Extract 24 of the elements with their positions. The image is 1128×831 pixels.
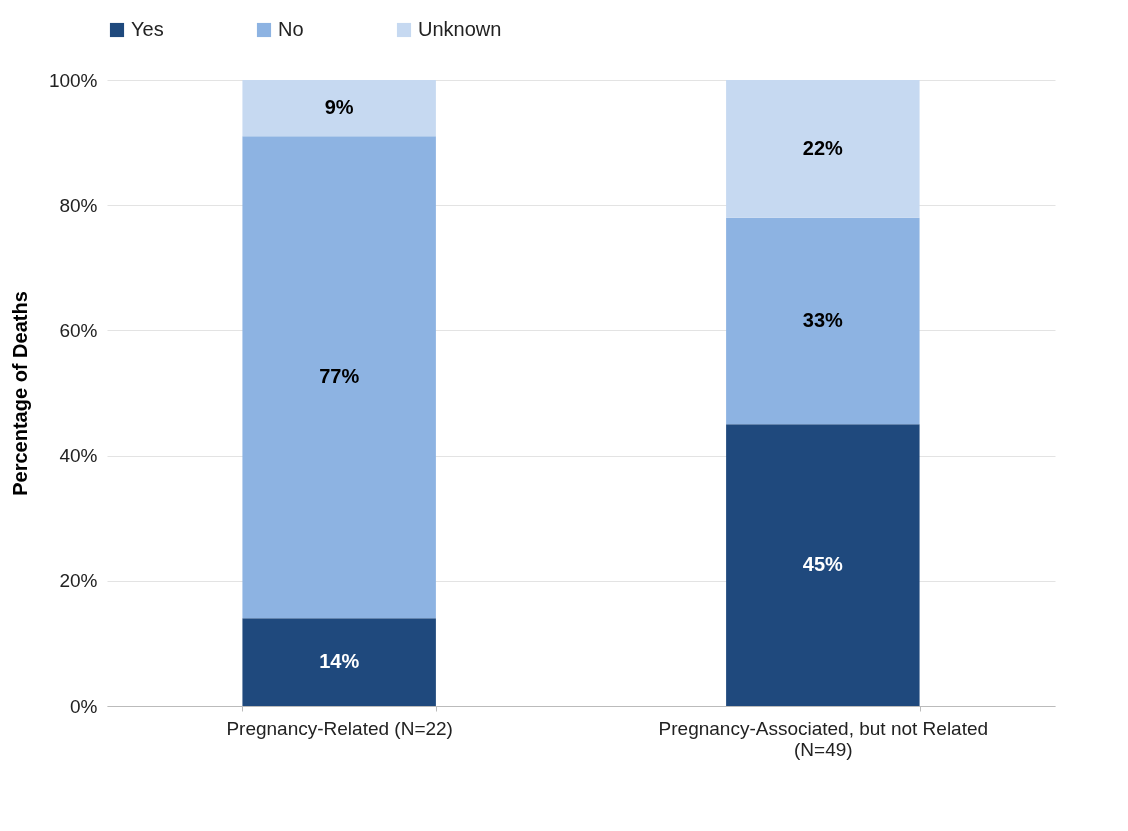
legend-label: Yes (131, 18, 164, 40)
data-label: 33% (802, 309, 844, 332)
bar (242, 136, 436, 619)
y-tick-label: 80% (59, 194, 98, 216)
bar (242, 80, 436, 137)
legend-label: Unknown (418, 18, 502, 40)
y-tick-label: 40% (59, 445, 98, 467)
x-tick-label: Pregnancy-Associated, but not Related (N=49) (658, 717, 989, 760)
bar (726, 424, 920, 706)
bar (726, 80, 920, 218)
x-tick-label: Pregnancy-Related (N=22) (226, 717, 453, 739)
data-label: 77% (319, 365, 360, 388)
bar (242, 618, 436, 706)
bar (726, 217, 920, 425)
y-tick-label: 60% (59, 319, 98, 341)
data-label: 45% (802, 553, 844, 576)
y-tick-label: 100% (48, 69, 98, 91)
y-tick-label: 0% (70, 695, 98, 717)
data-label: 14% (319, 650, 360, 673)
legend-label: No (278, 18, 304, 40)
data-label: 9% (324, 96, 354, 119)
y-tick-label: 20% (59, 570, 98, 592)
data-label: 22% (802, 136, 844, 159)
y-axis-title: Percentage of Deaths (8, 291, 31, 496)
